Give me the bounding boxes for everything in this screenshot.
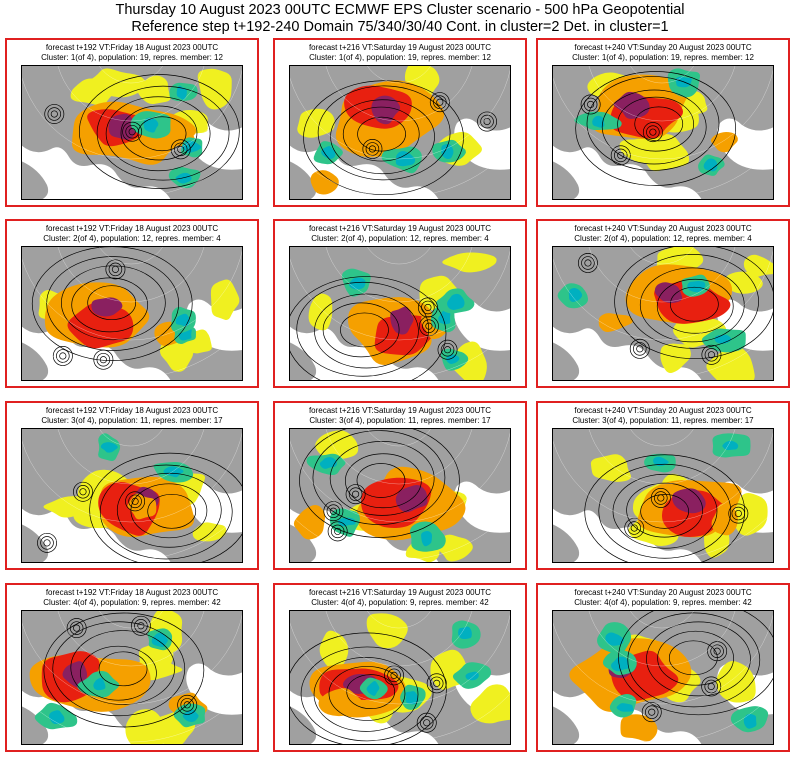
geopotential-map bbox=[552, 65, 774, 200]
cluster-panel: forecast t+216 VT:Saturday 19 August 202… bbox=[273, 583, 527, 752]
geopotential-map bbox=[552, 246, 774, 381]
map-plot bbox=[552, 428, 774, 563]
panel-title: forecast t+240 VT:Sunday 20 August 2023 … bbox=[538, 43, 788, 63]
map-plot bbox=[21, 246, 243, 381]
map-plot bbox=[552, 65, 774, 200]
cluster-panel: forecast t+192 VT:Friday 18 August 2023 … bbox=[5, 583, 259, 752]
panel-title: forecast t+240 VT:Sunday 20 August 2023 … bbox=[538, 588, 788, 608]
panel-forecast-line: forecast t+216 VT:Saturday 19 August 202… bbox=[308, 43, 492, 52]
panel-title: forecast t+192 VT:Friday 18 August 2023 … bbox=[7, 224, 257, 244]
page-header: Thursday 10 August 2023 00UTC ECMWF EPS … bbox=[0, 2, 800, 36]
panel-title: forecast t+192 VT:Friday 18 August 2023 … bbox=[7, 588, 257, 608]
panel-cluster-line: Cluster: 4(of 4), population: 9, repres.… bbox=[574, 598, 752, 607]
panel-forecast-line: forecast t+192 VT:Friday 18 August 2023 … bbox=[45, 406, 219, 415]
panel-cluster-line: Cluster: 3(of 4), population: 11, repres… bbox=[572, 416, 754, 425]
panel-cluster-line: Cluster: 2(of 4), population: 12, repres… bbox=[43, 234, 221, 243]
panel-cluster-line: Cluster: 2(of 4), population: 12, repres… bbox=[574, 234, 752, 243]
panel-forecast-line: forecast t+216 VT:Saturday 19 August 202… bbox=[308, 224, 492, 233]
panel-forecast-line: forecast t+240 VT:Sunday 20 August 2023 … bbox=[574, 224, 752, 233]
geopotential-map bbox=[289, 428, 511, 563]
map-plot bbox=[552, 610, 774, 745]
geopotential-map bbox=[21, 65, 243, 200]
panel-title: forecast t+192 VT:Friday 18 August 2023 … bbox=[7, 406, 257, 426]
cluster-panel: forecast t+240 VT:Sunday 20 August 2023 … bbox=[536, 38, 790, 207]
panel-forecast-line: forecast t+192 VT:Friday 18 August 2023 … bbox=[45, 588, 219, 597]
geopotential-map bbox=[289, 246, 511, 381]
cluster-panel: forecast t+216 VT:Saturday 19 August 202… bbox=[273, 219, 527, 388]
cluster-panel-grid: forecast t+192 VT:Friday 18 August 2023 … bbox=[5, 38, 795, 764]
panel-forecast-line: forecast t+192 VT:Friday 18 August 2023 … bbox=[45, 224, 219, 233]
panel-cluster-line: Cluster: 1(of 4), population: 19, repres… bbox=[309, 53, 491, 62]
panel-title: forecast t+192 VT:Friday 18 August 2023 … bbox=[7, 43, 257, 63]
panel-forecast-line: forecast t+216 VT:Saturday 19 August 202… bbox=[308, 588, 492, 597]
cluster-panel: forecast t+192 VT:Friday 18 August 2023 … bbox=[5, 401, 259, 570]
map-plot bbox=[21, 428, 243, 563]
map-plot bbox=[552, 246, 774, 381]
panel-title: forecast t+240 VT:Sunday 20 August 2023 … bbox=[538, 224, 788, 244]
map-plot bbox=[289, 246, 511, 381]
cluster-panel: forecast t+240 VT:Sunday 20 August 2023 … bbox=[536, 219, 790, 388]
geopotential-map bbox=[552, 428, 774, 563]
panel-forecast-line: forecast t+192 VT:Friday 18 August 2023 … bbox=[45, 43, 219, 52]
panel-title: forecast t+216 VT:Saturday 19 August 202… bbox=[275, 224, 525, 244]
geopotential-map bbox=[289, 65, 511, 200]
cluster-panel: forecast t+240 VT:Sunday 20 August 2023 … bbox=[536, 583, 790, 752]
cluster-panel: forecast t+240 VT:Sunday 20 August 2023 … bbox=[536, 401, 790, 570]
panel-cluster-line: Cluster: 1(of 4), population: 19, repres… bbox=[572, 53, 754, 62]
geopotential-map bbox=[21, 428, 243, 563]
panel-title: forecast t+216 VT:Saturday 19 August 202… bbox=[275, 588, 525, 608]
panel-title: forecast t+216 VT:Saturday 19 August 202… bbox=[275, 406, 525, 426]
map-plot bbox=[289, 428, 511, 563]
page-subtitle: Reference step t+192-240 Domain 75/340/3… bbox=[131, 19, 669, 35]
panel-title: forecast t+216 VT:Saturday 19 August 202… bbox=[275, 43, 525, 63]
panel-cluster-line: Cluster: 4(of 4), population: 9, repres.… bbox=[43, 598, 221, 607]
cluster-panel: forecast t+192 VT:Friday 18 August 2023 … bbox=[5, 219, 259, 388]
map-plot bbox=[289, 610, 511, 745]
map-plot bbox=[21, 65, 243, 200]
geopotential-map bbox=[21, 610, 243, 745]
geopotential-map bbox=[552, 610, 774, 745]
cluster-panel: forecast t+192 VT:Friday 18 August 2023 … bbox=[5, 38, 259, 207]
map-plot bbox=[21, 610, 243, 745]
panel-cluster-line: Cluster: 3(of 4), population: 11, repres… bbox=[309, 416, 491, 425]
geopotential-map bbox=[289, 610, 511, 745]
cluster-panel: forecast t+216 VT:Saturday 19 August 202… bbox=[273, 38, 527, 207]
geopotential-map bbox=[21, 246, 243, 381]
page-title: Thursday 10 August 2023 00UTC ECMWF EPS … bbox=[115, 2, 685, 18]
panel-title: forecast t+240 VT:Sunday 20 August 2023 … bbox=[538, 406, 788, 426]
panel-forecast-line: forecast t+240 VT:Sunday 20 August 2023 … bbox=[574, 43, 752, 52]
panel-cluster-line: Cluster: 4(of 4), population: 9, repres.… bbox=[311, 598, 489, 607]
panel-cluster-line: Cluster: 2(of 4), population: 12, repres… bbox=[311, 234, 489, 243]
panel-forecast-line: forecast t+216 VT:Saturday 19 August 202… bbox=[308, 406, 492, 415]
panel-cluster-line: Cluster: 1(of 4), population: 19, repres… bbox=[41, 53, 223, 62]
cluster-panel: forecast t+216 VT:Saturday 19 August 202… bbox=[273, 401, 527, 570]
map-plot bbox=[289, 65, 511, 200]
panel-forecast-line: forecast t+240 VT:Sunday 20 August 2023 … bbox=[574, 406, 752, 415]
panel-cluster-line: Cluster: 3(of 4), population: 11, repres… bbox=[41, 416, 223, 425]
panel-forecast-line: forecast t+240 VT:Sunday 20 August 2023 … bbox=[574, 588, 752, 597]
